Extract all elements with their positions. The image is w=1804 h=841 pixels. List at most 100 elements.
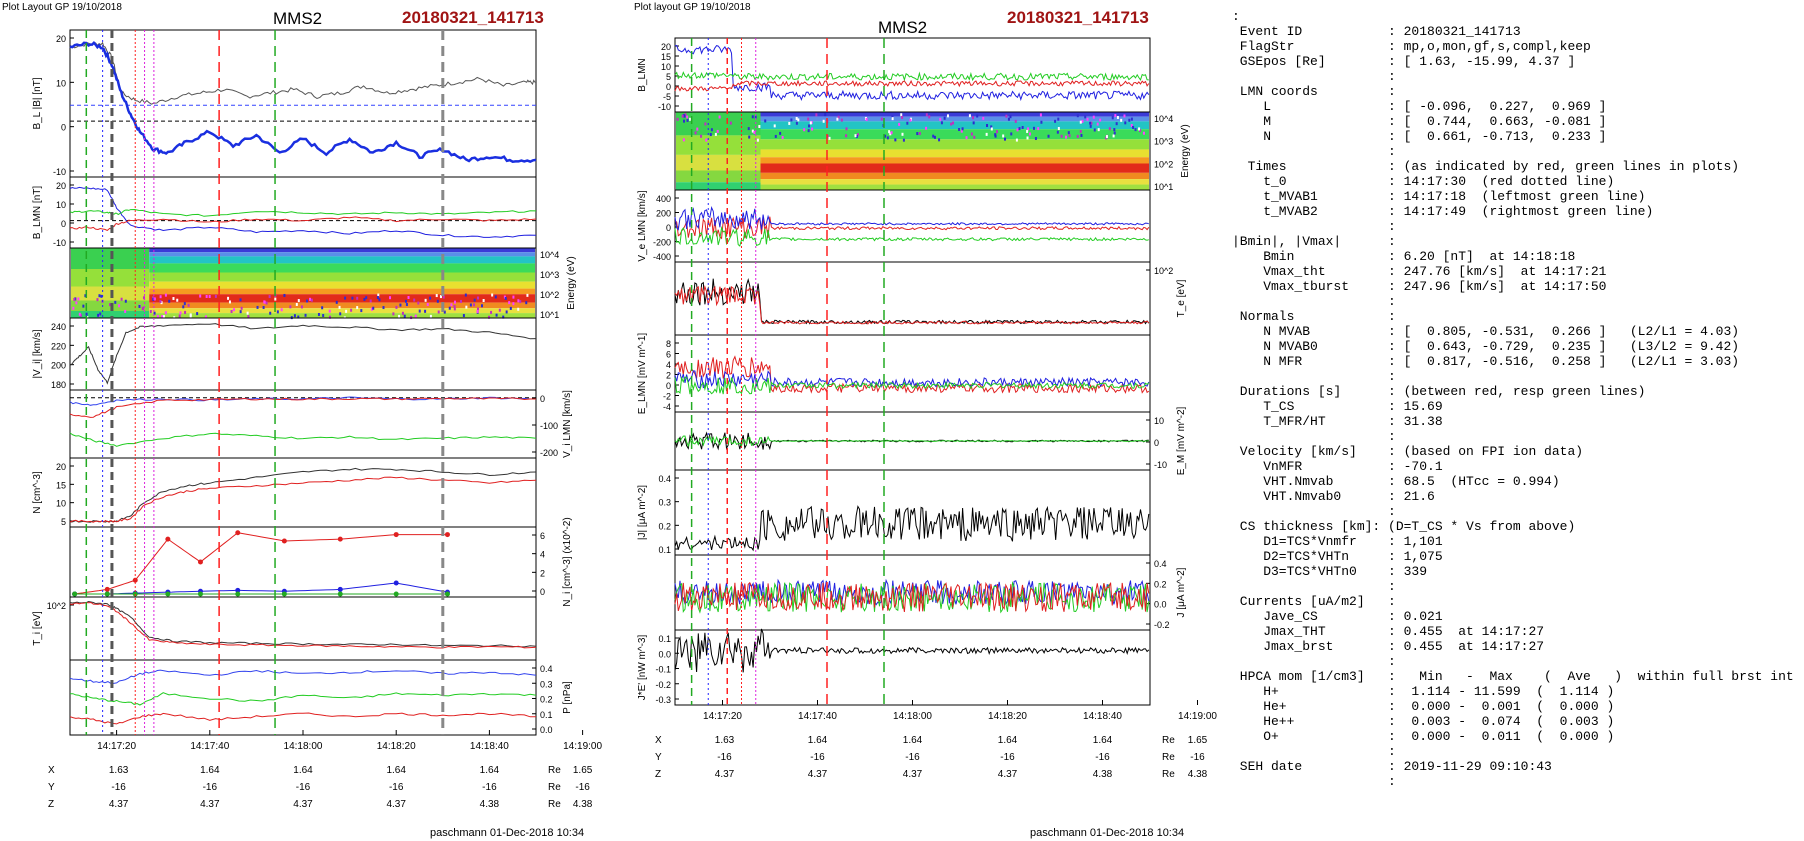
left-data-point (444, 532, 450, 538)
left-spectrogram-pixel (436, 299, 439, 303)
mid-spectrogram-pixel (1016, 128, 1019, 132)
mid-spectrogram-pixel (1032, 126, 1035, 130)
summary-line: CS thickness [km]: (D=T_CS * Vs from abo… (1232, 519, 1576, 534)
left-spectrogram-pixel (442, 295, 445, 299)
summary-line: LMN coords : (1232, 84, 1396, 99)
mid-spectrogram-pixel (972, 116, 975, 120)
mid-spectrogram-pixel (683, 119, 686, 123)
left-data-point (104, 591, 110, 597)
left-xtick-label: 14:17:20 (97, 741, 136, 752)
left-spectrogram-band (149, 263, 535, 273)
mid-spectrogram-pixel (683, 114, 686, 118)
left-spectrogram-pixel (78, 312, 81, 316)
mid-spectrogram-band (676, 170, 761, 183)
mid-spectrogram-pixel (1115, 122, 1118, 126)
mid-spectrogram-pixel (938, 138, 941, 142)
left-spectrogram-band (71, 286, 150, 301)
mid-spectrogram-pixel (1068, 134, 1071, 138)
left-spectrogram-pixel (512, 302, 515, 306)
mid-spectrogram-pixel (856, 133, 859, 137)
left-spectrogram-pixel (504, 296, 507, 300)
mid-spectrogram-pixel (961, 127, 964, 131)
left-ylabel: |V_i| [km/s] (32, 329, 43, 378)
left-ytick-label: 10 (56, 200, 66, 210)
summary-line: Jmax_THT : 0.455 at 14:17:27 (1232, 624, 1545, 639)
left-series-line (69, 208, 537, 217)
left-spectrogram-band (149, 294, 535, 303)
left-data-point (235, 530, 241, 536)
left-spectrogram-pixel (491, 293, 494, 297)
summary-line: Bmin : 6.20 [nT] at 14:18:18 (1232, 249, 1576, 264)
mid-pos-value: 4.37 (998, 769, 1018, 780)
left-subplot-Ni_hpca: 6 4 2 0 N_i [cm^-3] (x10^-2) (69, 517, 573, 607)
left-ytick-label: 10 (56, 499, 66, 509)
left-xtick-label: 14:19:00 (563, 741, 602, 752)
mid-spectrogram-pixel (845, 127, 848, 131)
mid-spectrogram-pixel (1105, 135, 1108, 139)
left-data-point (281, 538, 287, 544)
left-pos-value: 1.64 (386, 765, 406, 776)
left-spectrogram-pixel (382, 306, 385, 310)
summary-line: FlagStr : mp,o,mon,gf,s,compl,keep (1232, 39, 1591, 54)
mid-spectrogram-pixel (795, 116, 798, 120)
mid-spectrogram-pixel (901, 132, 904, 136)
left-ytick-label: -200 (540, 448, 558, 458)
mid-spectrogram-pixel (1040, 120, 1043, 124)
mid-spectrogram-band (760, 163, 1149, 173)
left-spectrogram-pixel (293, 314, 296, 318)
mid-spectrogram-pixel (1113, 128, 1116, 132)
left-spectrogram-pixel (350, 308, 353, 312)
summary-line: He++ : 0.003 - 0.074 ( 0.003 ) (1232, 714, 1615, 729)
left-spectrogram-pixel (149, 310, 152, 314)
mid-subplot-VeLMN: 400 200 0 -200 -400 V_e LMN [km/s] (637, 189, 1151, 263)
mid-ytick-label: 20 (661, 42, 671, 52)
left-spectrogram-pixel (208, 295, 211, 299)
left-ylabel: P [nPa] (562, 681, 573, 714)
left-spectrogram-pixel (424, 298, 427, 302)
middle-stack-plot: 20151050-5-10B_LMN10^410^310^210^1Energy… (637, 37, 1217, 780)
left-spectrogram-pixel (356, 296, 359, 300)
mid-spectrogram-pixel (902, 138, 905, 142)
mid-spectrogram-pixel (994, 133, 997, 137)
left-spectrogram-band (149, 302, 535, 309)
left-spectrogram-pixel (426, 302, 429, 306)
left-series-line (69, 41, 537, 105)
summary-line: D2=TCS*VHTn : 1,075 (1232, 549, 1443, 564)
left-spectrogram-pixel (152, 296, 155, 300)
left-spectrogram-pixel (143, 296, 146, 300)
left-spectrogram-band (149, 281, 535, 289)
mid-spectrogram-pixel (982, 116, 985, 120)
left-series-line (74, 532, 448, 595)
mid-pos-value: -16 (810, 752, 825, 763)
mid-spectrogram-pixel (822, 119, 825, 123)
left-spectrogram-pixel (99, 312, 102, 316)
mid-subplot-Te: 10^2T_e [eV] (674, 261, 1187, 336)
mid-spectrogram-pixel (1056, 130, 1059, 134)
left-series-line (69, 669, 537, 684)
left-series-line (74, 582, 448, 595)
left-spacecraft-title: MMS2 (273, 9, 323, 28)
mid-spectrogram-pixel (753, 131, 756, 135)
mid-spectrogram-pixel (779, 131, 782, 135)
mid-series-line (674, 216, 1150, 240)
mid-series-line (674, 44, 1150, 102)
mid-ytick-label: -10 (1154, 460, 1167, 470)
mid-spectrogram-pixel (854, 134, 857, 138)
left-frame-Vi (69, 317, 537, 391)
mid-ytick-label: 0.4 (1154, 559, 1167, 569)
mid-spectrogram-pixel (990, 127, 993, 131)
left-spectrogram-pixel (84, 294, 87, 298)
left-xtick-label: 14:18:00 (284, 741, 323, 752)
summary-line: Jave_CS : 0.021 (1232, 609, 1443, 624)
mid-spectrogram-pixel (1113, 131, 1116, 135)
left-spectrogram-pixel (372, 306, 375, 310)
mid-subplot-JdotE: 0.1 0.0 -0.1 -0.2 -0.3 J*E' [nW m^-3] (637, 628, 1151, 706)
left-ylabel: N [cm^-3] (32, 471, 43, 514)
left-subplot-ion_spectrogram: 10^4 10^3 10^2 10^1 Energy (eV) (69, 247, 577, 320)
summary-line: VHT.Nmvab0 : 21.6 (1232, 489, 1435, 504)
mid-ytick-label: 0 (666, 82, 671, 92)
left-data-point (235, 587, 241, 593)
mid-ytick-label: 0.1 (658, 634, 671, 644)
left-spectrogram-pixel (159, 295, 162, 299)
mid-pos-value: -16 (905, 752, 920, 763)
